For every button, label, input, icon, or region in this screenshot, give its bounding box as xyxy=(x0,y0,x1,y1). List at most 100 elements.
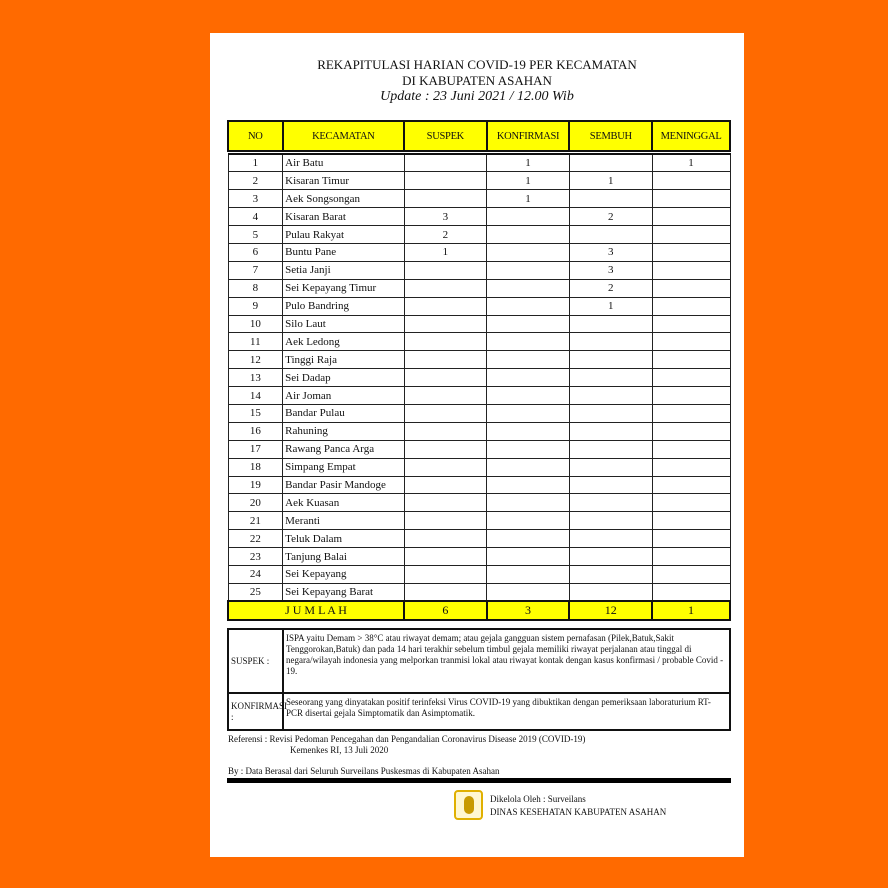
total-row: J U M L A H 6 3 12 1 xyxy=(226,600,731,622)
table-cell: 1 xyxy=(651,153,731,173)
table-row: 24 Sei Kepayang xyxy=(227,564,731,584)
table-cell xyxy=(568,493,653,513)
table-cell xyxy=(568,439,653,459)
table-row: 20 Aek Kuasan xyxy=(227,493,731,513)
table-cell: Sei Kepayang xyxy=(282,564,405,584)
table-cell: 17 xyxy=(227,439,284,459)
table-cell: 11 xyxy=(227,332,284,352)
table-cell: 5 xyxy=(227,225,284,244)
table-cell: Buntu Pane xyxy=(282,242,405,262)
table-cell: 1 xyxy=(568,171,653,191)
table-cell xyxy=(568,547,653,566)
table-cell xyxy=(403,296,488,316)
table-cell: 19 xyxy=(227,475,284,495)
table-cell xyxy=(486,207,570,227)
table-cell xyxy=(486,332,570,352)
table-cell xyxy=(568,386,653,405)
table-cell xyxy=(403,511,488,531)
table-cell xyxy=(486,511,570,531)
table-cell xyxy=(568,403,653,423)
table-row: 15 Bandar Pulau xyxy=(227,403,731,423)
suspek-label: SUSPEK : xyxy=(229,630,284,692)
total-sembuh: 12 xyxy=(568,600,654,622)
table-row: 17 Rawang Panca Arga xyxy=(227,439,731,459)
table-cell xyxy=(403,368,488,388)
table-cell xyxy=(651,350,731,370)
table-cell xyxy=(651,278,731,298)
table-cell: 16 xyxy=(227,421,284,441)
managed-by-line1: Dikelola Oleh : Surveilans xyxy=(490,794,586,804)
table-cell xyxy=(486,475,570,495)
table-cell xyxy=(403,564,488,584)
data-source: By : Data Berasal dari Seluruh Surveilan… xyxy=(228,766,500,776)
table-cell xyxy=(651,296,731,316)
table-row: 6 Buntu Pane 1 3 xyxy=(227,242,731,262)
table-cell xyxy=(651,475,731,495)
table-cell xyxy=(651,582,731,602)
table-cell xyxy=(403,529,488,549)
table-row: 16 Rahuning xyxy=(227,421,731,441)
table-cell xyxy=(651,547,731,566)
total-suspek: 6 xyxy=(403,600,488,622)
table-cell xyxy=(403,350,488,370)
table-cell: 22 xyxy=(227,529,284,549)
table-cell: 20 xyxy=(227,493,284,513)
table-cell xyxy=(651,332,731,352)
column-header: KECAMATAN xyxy=(281,120,406,152)
table-cell xyxy=(651,421,731,441)
managed-by-line2: DINAS KESEHATAN KABUPATEN ASAHAN xyxy=(490,807,667,817)
table-row: 22 Teluk Dalam xyxy=(227,529,731,549)
divider xyxy=(227,778,731,783)
table-row: 21 Meranti xyxy=(227,511,731,531)
table-cell: Air Batu xyxy=(282,153,405,173)
table-row: 10 Silo Laut xyxy=(227,314,731,334)
table-cell xyxy=(568,153,653,173)
table-cell xyxy=(403,171,488,191)
table-cell xyxy=(568,582,653,602)
table-cell xyxy=(651,171,731,191)
table-cell: 14 xyxy=(227,386,284,405)
table-cell: Tanjung Balai xyxy=(282,547,405,566)
table-cell xyxy=(486,421,570,441)
table-cell xyxy=(403,278,488,298)
table-cell: 13 xyxy=(227,368,284,388)
column-header: KONFIRMASI xyxy=(485,120,571,152)
table-cell xyxy=(403,332,488,352)
table-cell: 3 xyxy=(568,242,653,262)
table-cell: Setia Janji xyxy=(282,260,405,280)
table-cell xyxy=(486,368,570,388)
table-cell: Aek Kuasan xyxy=(282,493,405,513)
managed-by: Dikelola Oleh : Surveilans DINAS KESEHAT… xyxy=(490,793,666,819)
table-cell: 3 xyxy=(403,207,488,227)
table-cell: 4 xyxy=(227,207,284,227)
table-cell: Sei Kepayang Barat xyxy=(282,582,405,602)
table-cell xyxy=(651,439,731,459)
table-cell: Aek Ledong xyxy=(282,332,405,352)
table-cell xyxy=(568,457,653,477)
table-cell xyxy=(651,189,731,209)
table-cell xyxy=(486,296,570,316)
table-cell: 2 xyxy=(568,207,653,227)
table-cell: 2 xyxy=(568,278,653,298)
table-cell: 2 xyxy=(403,225,488,244)
table-row: 9 Pulo Bandring 1 xyxy=(227,296,731,316)
table-cell xyxy=(568,421,653,441)
column-header: MENINGGAL xyxy=(651,120,731,152)
table-cell xyxy=(568,368,653,388)
table-cell xyxy=(486,529,570,549)
column-header: NO xyxy=(227,120,284,152)
table-cell xyxy=(403,403,488,423)
table-cell: Sei Kepayang Timur xyxy=(282,278,405,298)
table-cell xyxy=(651,260,731,280)
table-cell xyxy=(486,386,570,405)
table-row: 2 Kisaran Timur 1 1 xyxy=(227,171,731,191)
table-cell xyxy=(486,314,570,334)
table-cell xyxy=(651,493,731,513)
table-cell xyxy=(568,350,653,370)
table-cell: 1 xyxy=(486,171,570,191)
table-cell xyxy=(403,582,488,602)
table-cell: Pulo Bandring xyxy=(282,296,405,316)
table-cell: 15 xyxy=(227,403,284,423)
surveilans-logo-icon xyxy=(454,790,483,820)
doc-title: REKAPITULASI HARIAN COVID-19 PER KECAMAT… xyxy=(317,57,637,72)
